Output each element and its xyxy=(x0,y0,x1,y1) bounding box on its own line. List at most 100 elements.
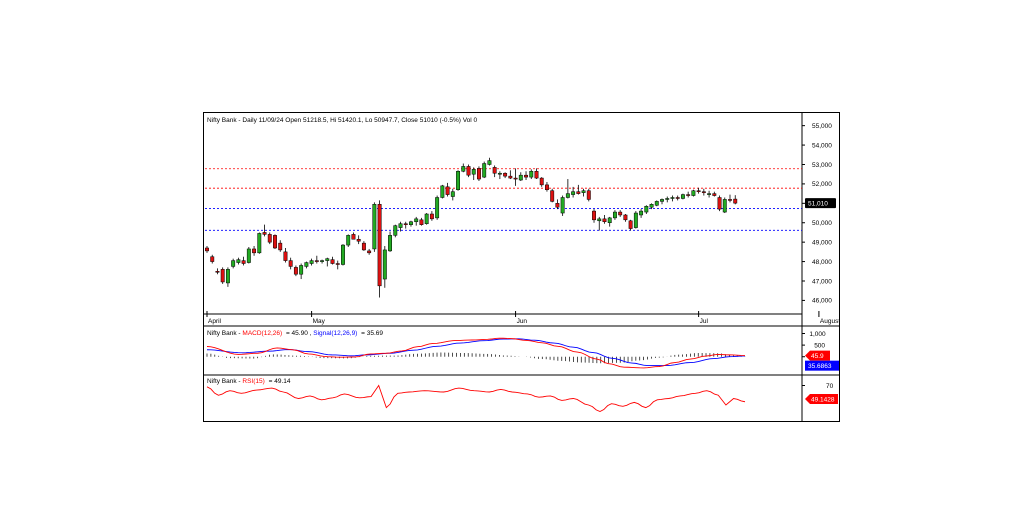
month-label: May xyxy=(313,318,326,325)
rsi-legend-prefix: Nifty Bank - xyxy=(207,378,242,385)
price-y-tick-label: 52,000 xyxy=(812,181,832,188)
candle-body xyxy=(278,242,283,251)
rsi-legend-label: RSI(15) xyxy=(242,378,264,385)
candle-body xyxy=(424,213,429,224)
candle-body xyxy=(388,235,393,252)
candle-body xyxy=(236,259,241,263)
candle-body xyxy=(675,197,680,199)
signal-value-label: 35.6863 xyxy=(808,363,832,370)
candle-body xyxy=(733,198,738,204)
candle-body xyxy=(450,191,455,197)
candle-body xyxy=(215,271,220,273)
rsi-value-label: 49.1428 xyxy=(811,397,835,404)
candle-body xyxy=(262,232,267,235)
price-y-tick-label: 53,000 xyxy=(812,162,832,169)
price-y-tick-label: 47,000 xyxy=(812,278,832,285)
candle-body xyxy=(367,250,372,254)
candle-body xyxy=(728,199,732,201)
candle-body xyxy=(477,168,481,180)
candle-body xyxy=(445,186,450,195)
candle-body xyxy=(267,234,272,243)
candle-body xyxy=(633,212,638,228)
candle-body xyxy=(325,258,330,261)
macd-legend-label: MACD(12,26) xyxy=(242,330,282,337)
candle-body xyxy=(335,263,340,265)
candle-body xyxy=(257,233,262,254)
candle-body xyxy=(398,223,403,228)
candle-body xyxy=(644,205,649,213)
candle-body xyxy=(482,163,487,178)
candle-body xyxy=(665,198,670,200)
candle-body xyxy=(225,269,230,284)
macd-value-box xyxy=(805,350,830,361)
macd-legend-prefix: Nifty Bank - xyxy=(207,330,242,337)
candle-body xyxy=(518,174,523,181)
candle-body xyxy=(304,262,309,267)
macd-legend: Nifty Bank - MACD(12,26) = 45.90 , Signa… xyxy=(207,330,383,337)
candle-body xyxy=(377,204,382,287)
macd-line xyxy=(206,337,746,369)
candle-body xyxy=(649,204,654,208)
candle-body xyxy=(361,242,366,251)
chart-svg: Nifty Bank - Daily 11/09/24 Open 51218.5… xyxy=(203,112,1034,422)
candle-body xyxy=(497,172,502,175)
candle-body xyxy=(403,223,408,225)
macd-y-tick-label: 500 xyxy=(814,342,825,349)
candle-body xyxy=(435,197,440,219)
candle-body xyxy=(660,199,664,202)
candle-body xyxy=(409,221,413,225)
rsi-line xyxy=(206,384,746,412)
price-y-tick-label: 54,000 xyxy=(812,142,832,149)
candle-body xyxy=(414,218,419,223)
candle-body xyxy=(288,260,293,267)
signal-legend-value: = 35.69 xyxy=(361,330,383,337)
candle-body xyxy=(210,256,215,262)
last-value-label: 51,010 xyxy=(808,201,828,208)
candle-body xyxy=(513,177,518,180)
candle-body xyxy=(471,169,476,175)
chart-frame: Nifty Bank - Daily 11/09/24 Open 51218.5… xyxy=(203,112,1034,422)
candle-body xyxy=(592,210,596,221)
candle-body xyxy=(607,217,612,223)
candle-body xyxy=(456,171,460,190)
candle-body xyxy=(524,174,528,178)
candle-body xyxy=(273,235,277,249)
candle-body xyxy=(555,203,560,208)
candle-body xyxy=(341,244,345,265)
candle-body xyxy=(654,201,659,206)
candle-body xyxy=(309,260,314,264)
price-y-tick-label: 48,000 xyxy=(812,259,832,266)
candle-body xyxy=(205,247,209,252)
price-chart-title: Nifty Bank - Daily 11/09/24 Open 51218.5… xyxy=(207,117,478,124)
month-label: August xyxy=(820,318,840,325)
month-label: Jul xyxy=(700,318,709,325)
candle-body xyxy=(487,160,492,165)
candle-body xyxy=(320,260,325,262)
candle-body xyxy=(231,260,236,267)
candle-body xyxy=(314,260,319,262)
candle-body xyxy=(492,167,497,174)
candle-body xyxy=(701,191,706,193)
candle-body xyxy=(712,193,717,196)
candle-body xyxy=(618,211,623,216)
candle-body xyxy=(503,172,508,177)
candle-body xyxy=(545,184,549,190)
candle-body xyxy=(686,194,691,196)
chart-border xyxy=(203,112,840,422)
candle-body xyxy=(466,166,471,176)
candle-body xyxy=(565,193,570,198)
candle-body xyxy=(717,197,722,210)
rsi-legend-value: = 49.14 xyxy=(269,378,291,385)
candle-body xyxy=(508,175,513,179)
candle-body xyxy=(602,218,607,223)
candle-body xyxy=(639,210,644,216)
signal-line xyxy=(206,338,746,367)
candle-body xyxy=(696,190,701,192)
candle-body xyxy=(346,235,351,246)
candle-body xyxy=(372,204,377,250)
candle-body xyxy=(550,190,555,202)
candle-body xyxy=(293,267,298,275)
rsi-y-tick-label: 70 xyxy=(826,383,834,390)
candle-body xyxy=(581,190,586,193)
candle-body xyxy=(680,194,685,199)
